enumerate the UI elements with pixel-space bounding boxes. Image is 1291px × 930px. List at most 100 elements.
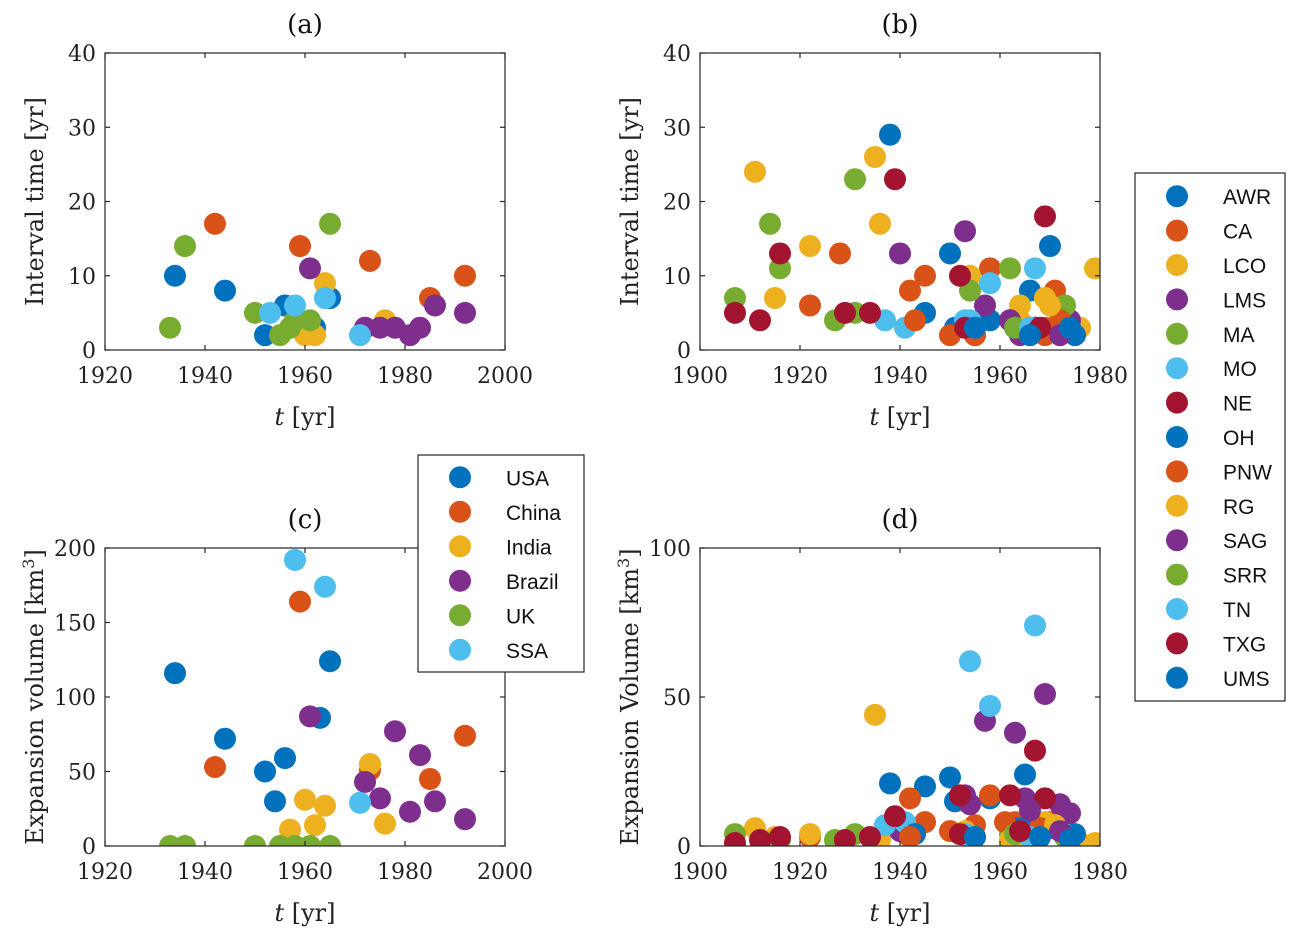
legend-marker-ssa bbox=[449, 638, 471, 661]
point-a-ssa-0 bbox=[259, 301, 281, 324]
point-a-china-1 bbox=[289, 235, 311, 258]
legend-c-box bbox=[417, 454, 585, 673]
ylabel-b: Interval time [yr] bbox=[616, 97, 644, 306]
point-a-china-2 bbox=[359, 249, 381, 272]
point-c-brazil-1 bbox=[354, 770, 376, 793]
point-c-india-2 bbox=[304, 814, 326, 837]
legend-d-box bbox=[1134, 172, 1286, 702]
point-c-china-3 bbox=[419, 767, 441, 790]
legend-label-sag: SAG bbox=[1223, 530, 1267, 553]
point-b-awr-0 bbox=[879, 123, 901, 146]
point-d-ne-7 bbox=[999, 784, 1021, 807]
point-d-ne-3 bbox=[834, 829, 856, 846]
ytick-label-c: 100 bbox=[54, 686, 96, 711]
xtick-label-b: 1960 bbox=[972, 364, 1028, 389]
ytick-label-b: 30 bbox=[663, 116, 691, 141]
point-b-rg-2 bbox=[1039, 294, 1061, 317]
point-a-brazil-6 bbox=[424, 294, 446, 317]
ytick-label-c: 0 bbox=[82, 835, 96, 860]
point-c-usa-4 bbox=[274, 747, 296, 770]
point-b-ne-3 bbox=[834, 301, 856, 324]
legend-label-mo: MO bbox=[1223, 358, 1257, 381]
legend-label-srr: SRR bbox=[1223, 565, 1267, 588]
ylabel-c: Expansion volume [km3] bbox=[19, 549, 49, 845]
xtick-label-b: 1900 bbox=[672, 364, 728, 389]
point-c-brazil-6 bbox=[424, 790, 446, 813]
point-a-china-4 bbox=[454, 264, 476, 287]
ytick-label-c: 50 bbox=[68, 761, 96, 786]
legend-marker-ca bbox=[1166, 219, 1188, 242]
xlabel-d: t [yr] bbox=[869, 899, 930, 927]
point-b-ma-1 bbox=[759, 212, 781, 235]
point-c-brazil-3 bbox=[384, 720, 406, 743]
point-b-awr-4 bbox=[1039, 235, 1061, 258]
title-d: (d) bbox=[882, 505, 919, 535]
point-b-ma-4 bbox=[844, 168, 866, 191]
point-d-mo-3 bbox=[979, 694, 1001, 717]
point-d-pnw-0 bbox=[899, 826, 921, 846]
point-b-pnw-0 bbox=[904, 309, 926, 332]
legend-label-lms: LMS bbox=[1223, 289, 1266, 312]
legend-marker-brazil bbox=[449, 569, 471, 592]
legend-label-pnw: PNW bbox=[1223, 461, 1272, 484]
point-d-awr-1 bbox=[914, 775, 936, 798]
point-a-uk-7 bbox=[319, 212, 341, 235]
xlabel-a: t [yr] bbox=[274, 403, 335, 431]
legend-label-ca: CA bbox=[1223, 221, 1252, 244]
point-d-awr-2 bbox=[939, 766, 961, 789]
ytick-label-d: 100 bbox=[649, 537, 691, 562]
ylabel-d: Expansion Volume [km3] bbox=[614, 548, 644, 845]
xtick-label-d: 1920 bbox=[772, 860, 828, 885]
point-b-awr-1 bbox=[939, 242, 961, 265]
point-b-ca-1 bbox=[829, 242, 851, 265]
legend-label-awr: AWR bbox=[1223, 186, 1271, 209]
point-c-usa-0 bbox=[164, 662, 186, 685]
legend-marker-uk bbox=[449, 604, 471, 627]
legend-label-ne: NE bbox=[1223, 393, 1252, 416]
point-c-usa-2 bbox=[254, 760, 276, 783]
point-b-lco-4 bbox=[869, 212, 891, 235]
xlabel-c: t [yr] bbox=[274, 899, 335, 927]
point-d-ums-2 bbox=[1059, 829, 1081, 846]
point-d-ne-4 bbox=[859, 826, 881, 846]
point-c-usa-1 bbox=[214, 727, 236, 750]
point-b-ne-6 bbox=[949, 264, 971, 287]
ytick-label-d: 0 bbox=[677, 835, 691, 860]
legend-marker-rg bbox=[1166, 494, 1188, 517]
ytick-label-c: 200 bbox=[54, 537, 96, 562]
point-d-awr-0 bbox=[879, 772, 901, 795]
point-a-uk-0 bbox=[159, 316, 181, 339]
point-b-lco-3 bbox=[864, 145, 886, 168]
point-b-lco-0 bbox=[744, 160, 766, 183]
legend-label-india: India bbox=[506, 536, 552, 559]
legend-marker-lms bbox=[1166, 288, 1188, 311]
point-b-mo-4 bbox=[1024, 257, 1046, 280]
legend-label-ma: MA bbox=[1223, 324, 1255, 347]
ytick-label-a: 30 bbox=[68, 116, 96, 141]
point-c-brazil-4 bbox=[399, 800, 421, 823]
point-b-lco-2 bbox=[799, 235, 821, 258]
point-a-usa-0 bbox=[164, 264, 186, 287]
ytick-label-b: 20 bbox=[663, 191, 691, 216]
point-d-ne-2 bbox=[769, 826, 791, 846]
point-c-ssa-1 bbox=[314, 575, 336, 598]
xtick-label-a: 1960 bbox=[277, 364, 333, 389]
point-c-ssa-0 bbox=[284, 548, 306, 571]
subplot-a: 1920 1940 1960 1980 2000 0 10 20 30 40 (a) t [yr] In… bbox=[21, 10, 533, 431]
point-b-ne-2 bbox=[769, 242, 791, 265]
point-b-ca-0 bbox=[799, 294, 821, 317]
xtick-label-d: 1960 bbox=[972, 860, 1028, 885]
point-c-india-4 bbox=[359, 753, 381, 776]
legend-marker-sag bbox=[1166, 529, 1188, 552]
point-c-china-1 bbox=[289, 590, 311, 613]
xtick-label-c: 1980 bbox=[377, 860, 433, 885]
point-c-uk-1 bbox=[174, 835, 196, 846]
point-d-mo-2 bbox=[959, 650, 981, 673]
point-b-ma-7 bbox=[999, 257, 1021, 280]
xtick-label-c: 1940 bbox=[177, 860, 233, 885]
legend-marker-india bbox=[449, 535, 471, 558]
points-b bbox=[724, 123, 1100, 347]
point-a-ssa-3 bbox=[349, 324, 371, 347]
point-a-brazil-0 bbox=[299, 257, 321, 280]
